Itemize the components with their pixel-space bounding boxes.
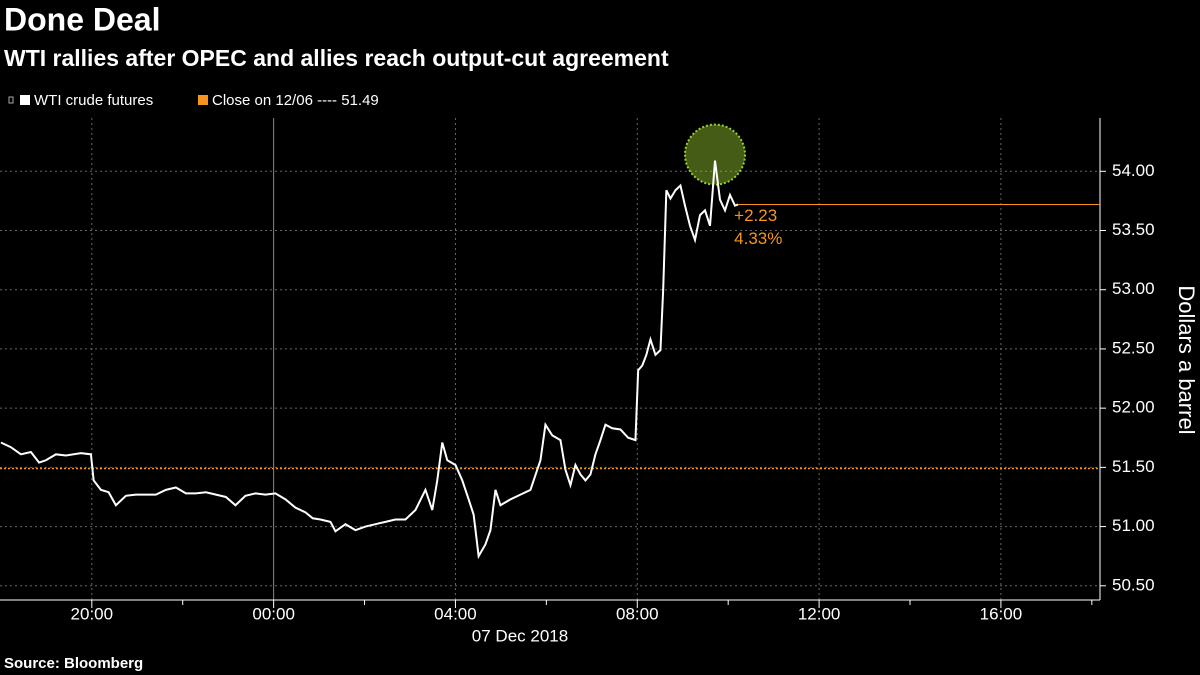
legend-label: Close on 12/06 ---- 51.49 <box>212 92 379 109</box>
peak-highlight <box>684 123 746 186</box>
x-tick-label: 04:00 <box>434 604 477 623</box>
y-tick-label: 50.50 <box>1112 575 1155 594</box>
x-tick-label: 00:00 <box>252 604 295 623</box>
source: Source: Bloomberg <box>4 655 143 672</box>
y-tick-label: 53.00 <box>1112 279 1155 298</box>
legend-swatch <box>198 95 208 105</box>
price-line <box>0 160 739 560</box>
y-tick-label: 54.00 <box>1112 161 1155 180</box>
x-tick-label: 20:00 <box>71 604 114 623</box>
x-axis-label: 07 Dec 2018 <box>472 626 568 645</box>
legend-label: WTI crude futures <box>34 92 153 109</box>
y-tick-label: 52.50 <box>1112 338 1155 357</box>
x-tick-label: 16:00 <box>980 604 1023 623</box>
y-tick-label: 53.50 <box>1112 220 1155 239</box>
change-label: +2.23 <box>734 206 777 225</box>
chart-title: Done Deal <box>4 1 160 37</box>
y-tick-label: 51.50 <box>1112 457 1155 476</box>
x-tick-label: 08:00 <box>616 604 659 623</box>
x-tick-label: 12:00 <box>798 604 841 623</box>
legend-icon <box>8 96 14 104</box>
change-label: 4.33% <box>734 229 782 248</box>
chart-subtitle: WTI rallies after OPEC and allies reach … <box>4 45 669 71</box>
legend-swatch <box>20 95 30 105</box>
y-tick-label: 52.00 <box>1112 398 1155 417</box>
y-tick-label: 51.00 <box>1112 516 1155 535</box>
y-axis-label: Dollars a barrel <box>1174 285 1199 434</box>
